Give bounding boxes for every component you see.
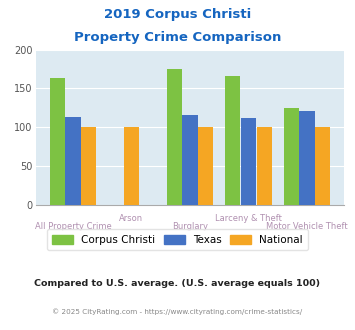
Text: Larceny & Theft: Larceny & Theft	[215, 214, 282, 223]
Legend: Corpus Christi, Texas, National: Corpus Christi, Texas, National	[47, 229, 308, 250]
Bar	[50, 78, 65, 205]
Bar	[284, 109, 299, 205]
Bar	[257, 127, 272, 205]
Bar	[124, 127, 139, 205]
Bar	[182, 115, 197, 205]
Bar	[299, 111, 315, 205]
Text: Burglary: Burglary	[172, 222, 208, 231]
Bar	[315, 127, 330, 205]
Bar	[81, 127, 96, 205]
Text: © 2025 CityRating.com - https://www.cityrating.com/crime-statistics/: © 2025 CityRating.com - https://www.city…	[53, 309, 302, 315]
Bar	[241, 118, 256, 205]
Text: Motor Vehicle Theft: Motor Vehicle Theft	[266, 222, 348, 231]
Text: All Property Crime: All Property Crime	[34, 222, 111, 231]
Text: Property Crime Comparison: Property Crime Comparison	[74, 31, 281, 44]
Text: Arson: Arson	[119, 214, 143, 223]
Bar	[225, 76, 240, 205]
Text: 2019 Corpus Christi: 2019 Corpus Christi	[104, 8, 251, 21]
Bar	[198, 127, 213, 205]
Bar	[65, 117, 81, 205]
Bar	[166, 69, 182, 205]
Text: Compared to U.S. average. (U.S. average equals 100): Compared to U.S. average. (U.S. average …	[34, 279, 321, 288]
